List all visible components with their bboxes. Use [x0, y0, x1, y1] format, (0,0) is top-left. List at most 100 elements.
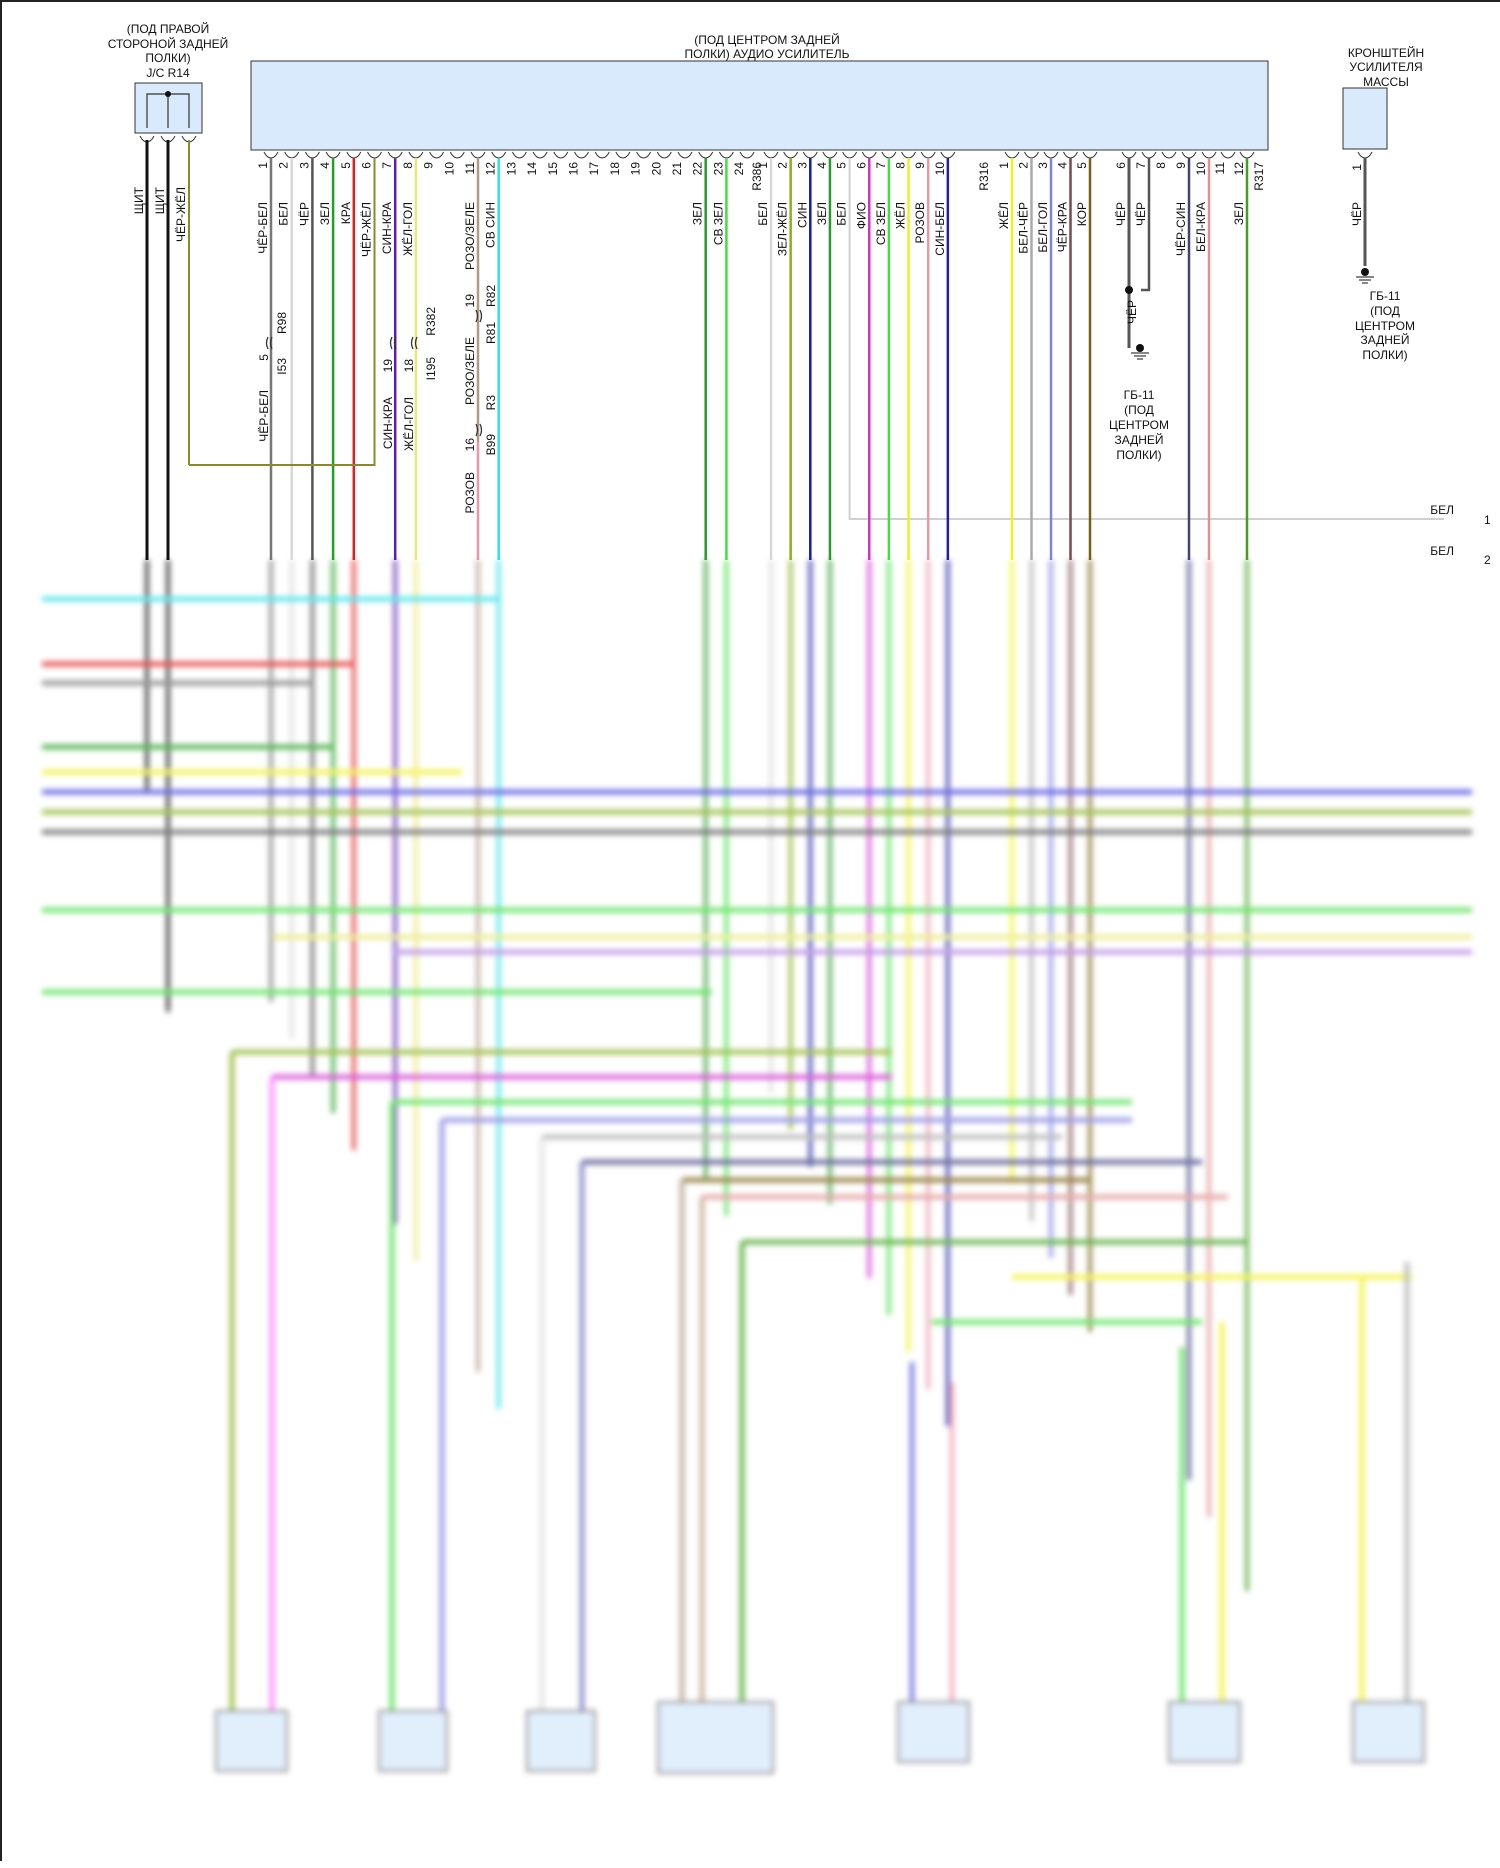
connector-label: R382 [424, 307, 438, 336]
pin-terminal [449, 151, 465, 159]
pin-number: 2 [1017, 162, 1031, 169]
connector-label: R81 [484, 322, 498, 344]
ground-label: ЦЕНТРОМ [1109, 418, 1169, 432]
pin-number: 5 [1075, 162, 1089, 169]
pin-number: 5 [339, 162, 353, 169]
pin-terminal [881, 151, 897, 159]
pin-number: 6 [360, 162, 374, 169]
pin-number: 5 [835, 162, 849, 169]
pin-terminal [861, 151, 877, 159]
audio-amplifier-box [250, 60, 1269, 151]
pin-terminal [1121, 151, 1137, 159]
pin-terminal [698, 151, 714, 159]
amp-title: (ПОД ЦЕНТРОМ ЗАДНЕЙ ПОЛКИ) АУДИО УСИЛИТЕ… [684, 32, 849, 61]
wire-label: БЕЛ-КРА [1194, 202, 1208, 252]
wire-label: ЧЁР [1125, 300, 1139, 324]
inline-connector-icon [475, 309, 483, 323]
pin-terminal [346, 151, 362, 159]
pin-label: 19 [463, 294, 477, 308]
wire-label: ФИО [854, 202, 868, 229]
speaker-component [657, 1701, 774, 1774]
wire-label: ЧЁР-СИН [1174, 202, 1188, 256]
amp-title-line: ПОЛКИ) АУДИО УСИЛИТЕЛЬ [684, 47, 849, 61]
pin-number: 9 [1174, 162, 1188, 169]
inline-connector-icon [265, 336, 273, 350]
pin-terminal [263, 151, 279, 159]
connector-id: R317 [1252, 162, 1266, 191]
ground-gb11-a: ЧЁР ГБ-11 (ПОД ЦЕНТРОМ ЗАДНЕЙ ПОЛКИ) [1109, 300, 1169, 462]
pin-terminal [1181, 151, 1197, 159]
wire-label: ЧЁР-ЖЁЛ [174, 187, 188, 242]
wire-label: ЖЁЛ-ГОЛ [402, 397, 416, 451]
offpage-pin: 2 [1484, 553, 1491, 567]
pin-label: 19 [381, 359, 395, 373]
wire-label: ЖЁЛ [997, 202, 1011, 229]
pin-terminal [739, 151, 755, 159]
wire-label: КОР [1075, 202, 1089, 226]
pin-label: 18 [402, 359, 416, 373]
ground-icon [1131, 344, 1149, 360]
connector-label: B99 [484, 434, 498, 456]
pin-terminal [1357, 151, 1373, 159]
bracket-title-line: УСИЛИТЕЛЯ [1349, 60, 1422, 74]
pin-number: 23 [711, 162, 725, 176]
wire-label: ЧЁР [1134, 202, 1148, 226]
pin-terminal [325, 151, 341, 159]
jc-splice-dot [165, 91, 171, 97]
pin-number: 3 [795, 162, 809, 169]
splice-r3: R3 16 B99 РОЗОВ [463, 395, 498, 514]
speaker-component [378, 1710, 448, 1772]
wire-label: СИН [795, 202, 809, 228]
inline-connector-icon [389, 336, 397, 350]
pin-terminal [1063, 151, 1078, 159]
jc-title-line: (ПОД ПРАВОЙ [127, 21, 210, 36]
connector-label: R98 [275, 312, 289, 334]
wire-label: БЕЛ [277, 202, 291, 226]
wire-label: СИН-КРА [381, 397, 395, 449]
wire-label: ЖЁЛ-ГОЛ [401, 202, 415, 256]
pin-number: 16 [567, 162, 581, 176]
pin-number: 1 [997, 162, 1011, 169]
wire-label: РОЗО/ЗЕЛЕ [463, 337, 477, 405]
pin-number: 2 [277, 162, 291, 169]
pin-number: 1 [756, 162, 770, 169]
inline-connector-icon [410, 336, 418, 350]
wire-label: ЧЁР-БЕЛ [256, 202, 270, 254]
pin-terminal [1141, 151, 1157, 159]
pin-terminal [842, 151, 858, 159]
wire [189, 158, 376, 466]
pin-terminal [901, 151, 916, 159]
pin-number: 4 [1056, 162, 1070, 169]
ground-label: ПОЛКИ) [1362, 348, 1407, 362]
ground-label: ЦЕНТРОМ [1355, 319, 1415, 333]
wire-label: РОЗОВ [463, 472, 477, 514]
ground-label: ЗАДНЕЙ [1360, 332, 1409, 347]
wire-label: ЧЁР [297, 202, 311, 226]
wire-label: ЧЁР-ЖЁЛ [360, 202, 374, 257]
pin-terminal [783, 151, 799, 159]
wire-label: БЕЛ-ГОЛ [1036, 202, 1050, 253]
splice-r98: R98 5 I53 ЧЁР-БЕЛ [257, 312, 289, 442]
pin-terminal [1220, 151, 1236, 159]
wire-label: ЗЕЛ-ЖЁЛ [776, 202, 790, 256]
pin-number: 9 [422, 162, 436, 169]
inline-connector-icon [475, 423, 483, 437]
pin-label: 1 [1350, 164, 1364, 171]
offpage-connectors: БЕЛ 1 БЕЛ 2 [1430, 503, 1491, 567]
pin-terminal [718, 151, 734, 159]
pin-terminal [802, 151, 818, 159]
pin-terminal [940, 151, 956, 159]
pin-number: 11 [1213, 162, 1227, 175]
wire-label: ЗЕЛ [815, 202, 829, 225]
pin-terminal [822, 151, 838, 159]
pin-terminal [656, 151, 672, 159]
wire-label: СВ ЗЕЛ [874, 202, 888, 245]
pin-number: 10 [1194, 162, 1208, 176]
wire-label: БЕЛ [835, 202, 849, 226]
pin-terminal [1161, 151, 1177, 159]
wire-label: КРА [339, 202, 353, 224]
pin-terminal [1004, 151, 1020, 159]
pin-number: 6 [1114, 162, 1128, 169]
